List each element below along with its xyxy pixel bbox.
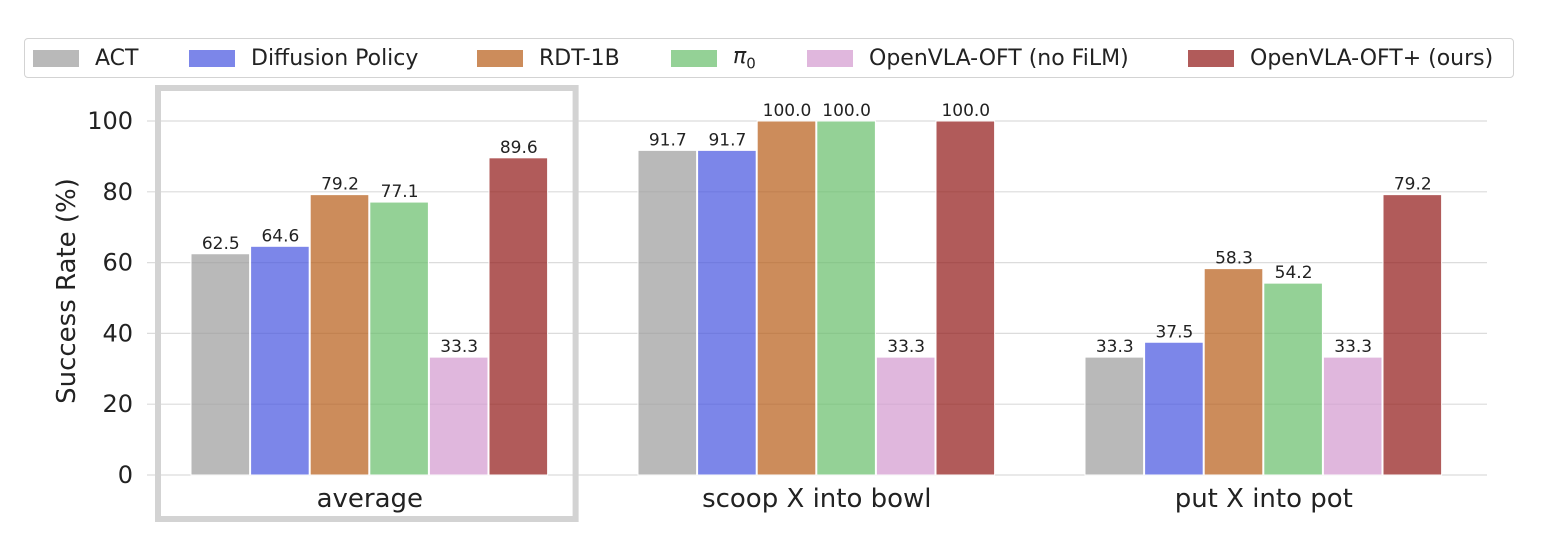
bar-diffusion-policy-2 <box>1144 341 1204 476</box>
bar-value-label: 79.2 <box>321 175 359 195</box>
bar--0-2 <box>1263 282 1323 476</box>
legend-item-openvla-oft-plus: OpenVLA-OFT+ (ours) <box>1188 39 1493 77</box>
legend-label-openvla-oft-no-film: OpenVLA-OFT (no FiLM) <box>869 45 1129 71</box>
bar-value-label: 91.7 <box>649 130 687 150</box>
bar-value-label: 54.2 <box>1275 263 1313 283</box>
legend-label-pi0-sub: 0 <box>746 54 756 73</box>
bar-value-label: 33.3 <box>1096 337 1134 357</box>
y-tick-label: 100 <box>87 107 133 135</box>
bar-value-label: 100.0 <box>763 101 812 121</box>
legend-item-pi0: π0 <box>671 39 756 77</box>
legend-label-pi0: π0 <box>733 44 756 72</box>
bar-value-label: 100.0 <box>822 101 871 121</box>
highlight-box <box>155 85 579 522</box>
legend-swatch-diffusion-policy <box>189 49 235 67</box>
bar-value-label: 91.7 <box>708 130 746 150</box>
legend-item-rdt-1b: RDT-1B <box>477 39 620 77</box>
legend-swatch-act <box>33 49 79 67</box>
legend-item-diffusion-policy: Diffusion Policy <box>189 39 418 77</box>
x-tick-label: average <box>317 484 423 514</box>
bar-value-label: 79.2 <box>1394 175 1432 195</box>
x-tick-label: put X into pot <box>1175 484 1353 514</box>
bar-value-label: 64.6 <box>261 226 299 246</box>
legend-item-openvla-oft-no-film: OpenVLA-OFT (no FiLM) <box>807 39 1129 77</box>
bar--0-1 <box>816 120 876 476</box>
bar-value-label: 33.3 <box>440 337 478 357</box>
bar-value-label: 100.0 <box>941 101 990 121</box>
bar-value-label: 89.6 <box>500 138 538 158</box>
bar-value-label: 33.3 <box>1334 337 1372 357</box>
legend-label-diffusion-policy: Diffusion Policy <box>251 45 419 71</box>
y-axis-label: Success Rate (%) <box>52 178 82 404</box>
y-tick-label: 0 <box>118 461 133 489</box>
x-tick-label: scoop X into bowl <box>702 484 931 514</box>
x-axis-ticks: average scoop X into bowl put X into pot <box>317 484 1353 514</box>
bar-openvla-oft-ours--0 <box>488 157 549 476</box>
bar-rdt-1b-0 <box>309 194 370 476</box>
legend-swatch-openvla-oft-no-film <box>807 49 853 67</box>
legend-label-act: ACT <box>95 45 139 71</box>
bar-value-label: 37.5 <box>1155 322 1193 342</box>
bar-value-label: 77.1 <box>381 182 419 202</box>
bar-act-0 <box>190 253 251 476</box>
bar-openvla-oft-no-film--1 <box>875 356 936 476</box>
average-highlight-box <box>155 85 579 522</box>
bar-rdt-1b-1 <box>756 120 817 476</box>
bar-openvla-oft-ours--1 <box>935 120 996 476</box>
bar-value-labels: 62.5 91.7 33.3 64.6 91.7 37.5 79.2 100.0 58.3 77.… <box>202 101 1432 357</box>
bar-rdt-1b-2 <box>1203 268 1264 476</box>
bar-value-label: 62.5 <box>202 234 240 254</box>
bar-value-label: 33.3 <box>887 337 925 357</box>
y-axis-ticks: 0 20 40 60 80 100 <box>87 107 133 489</box>
y-tick-label: 20 <box>102 390 133 418</box>
legend-swatch-pi0 <box>671 49 717 67</box>
y-tick-label: 60 <box>102 249 133 277</box>
bar-diffusion-policy-1 <box>697 149 757 476</box>
bar-act-1 <box>637 149 698 476</box>
y-tick-label: 40 <box>102 319 133 347</box>
bars <box>190 120 1443 476</box>
legend-item-act: ACT <box>33 39 138 77</box>
bar-openvla-oft-no-film--2 <box>1322 356 1383 476</box>
bar--0-0 <box>369 201 429 476</box>
legend-label-rdt-1b: RDT-1B <box>539 45 620 71</box>
bar-diffusion-policy-0 <box>250 245 310 476</box>
bar-openvla-oft-ours--2 <box>1382 194 1443 476</box>
bar-openvla-oft-no-film--0 <box>428 356 489 476</box>
legend-label-pi0-base: π <box>733 43 747 69</box>
legend-label-openvla-oft-plus: OpenVLA-OFT+ (ours) <box>1250 45 1494 71</box>
bar-value-label: 58.3 <box>1215 249 1253 269</box>
y-tick-label: 80 <box>102 178 133 206</box>
legend-swatch-rdt-1b <box>477 49 523 67</box>
legend-swatch-openvla-oft-plus <box>1188 49 1234 67</box>
legend: ACT Diffusion Policy RDT-1B π0 OpenVLA-O… <box>24 38 1514 78</box>
bar-act-2 <box>1084 356 1145 476</box>
